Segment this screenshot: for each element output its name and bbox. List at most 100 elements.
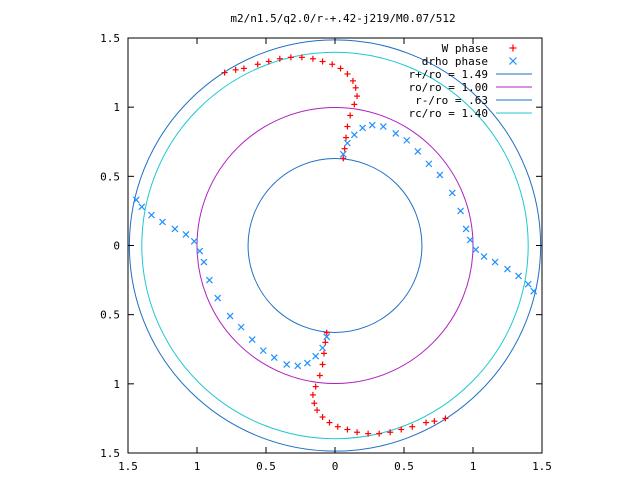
series-1-point-30	[248, 336, 256, 343]
series-1-point-24	[312, 352, 320, 360]
y-tick-label-0: 1.5	[100, 32, 120, 45]
series-0-point-39	[398, 426, 405, 433]
series-1-point-25	[303, 359, 311, 367]
series-0-point-7	[352, 84, 359, 91]
series-0-point-4	[347, 112, 354, 119]
series-0-point-42	[431, 418, 438, 425]
series-1-point-6	[392, 130, 400, 137]
x-tick-label-4: 0.5	[394, 460, 414, 473]
series-0-point-27	[312, 383, 319, 390]
series-1-point-2	[350, 131, 358, 139]
series-0-point-16	[276, 55, 283, 62]
legend-label-1: drho phase	[422, 55, 488, 68]
axes: 1.5 1 0.5 0 0.5 1 1.51.510.500.511.5	[100, 32, 552, 473]
legend-label-2: r+/ro = 1.49	[409, 68, 488, 81]
series-0-point-23	[322, 339, 329, 346]
series-0-point-26	[316, 372, 323, 379]
series-1-point-8	[414, 148, 422, 155]
chart-title: m2/n1.5/q2.0/r-+.42-j219/M0.07/512	[230, 12, 455, 25]
series-0-point-19	[240, 65, 247, 72]
series-1-point-35	[200, 258, 208, 266]
series-1-point-0	[339, 150, 347, 158]
series-1-point-4	[368, 121, 376, 129]
legend-label-5: rc/ro = 1.40	[409, 107, 488, 120]
legend-swatch-0	[509, 44, 517, 52]
series-1-point-43	[132, 196, 140, 204]
x-tick-label-1: 1	[194, 460, 201, 473]
series-1-point-34	[205, 276, 213, 284]
circle-1	[196, 107, 474, 384]
series-0-point-6	[354, 93, 361, 100]
series-1-point-14	[466, 236, 474, 244]
y-tick-label-6: 1.5	[100, 447, 120, 460]
series-1-point-1	[343, 139, 351, 147]
phase-points	[132, 54, 538, 437]
series-0-point-1	[341, 145, 348, 152]
series-1-point-29	[259, 347, 267, 355]
series-1-point-10	[436, 171, 444, 179]
series-0-point-20	[232, 66, 239, 73]
circle-2	[247, 158, 423, 333]
series-1-point-18	[504, 265, 511, 273]
series-0-point-11	[329, 61, 336, 68]
series-0-point-10	[337, 65, 344, 72]
series-0-point-33	[334, 423, 341, 430]
series-1-point-17	[491, 258, 499, 266]
series-1-point-36	[196, 247, 204, 255]
x-tick-label-6: 1.5	[532, 460, 552, 473]
series-0-point-37	[376, 430, 383, 437]
series-1-point-13	[462, 225, 470, 233]
series-0-point-34	[344, 426, 351, 433]
series-1-point-26	[294, 362, 302, 370]
series-1-point-41	[148, 211, 155, 219]
series-1-point-22	[323, 333, 331, 341]
series-0-point-15	[287, 54, 294, 61]
series-1-point-31	[237, 323, 245, 331]
series-1-point-19	[515, 272, 522, 280]
legend-label-4: r-/ro = .63	[415, 94, 488, 107]
series-0-point-25	[319, 361, 326, 368]
series-1-point-23	[319, 344, 327, 352]
series-0-point-40	[409, 423, 416, 430]
series-0-point-30	[314, 407, 321, 414]
series-0-point-14	[298, 54, 305, 61]
y-tick-label-4: 0.5	[100, 309, 120, 322]
series-0-point-32	[326, 419, 333, 426]
circle-3	[141, 51, 529, 440]
series-0-point-36	[365, 430, 372, 437]
series-0-point-41	[423, 419, 430, 426]
series-0-point-8	[349, 77, 356, 84]
series-0-point-5	[351, 101, 358, 108]
series-1-point-27	[283, 361, 291, 368]
series-0-point-12	[319, 58, 326, 65]
series-1-point-37	[190, 237, 198, 245]
series-1-point-16	[480, 253, 488, 260]
series-0-point-24	[320, 350, 327, 357]
series-1-point-3	[359, 124, 367, 132]
series-1-point-40	[159, 218, 166, 226]
legend-label-3: ro/ro = 1.00	[409, 81, 488, 94]
y-tick-label-1: 1	[113, 101, 120, 114]
series-0-point-9	[344, 70, 351, 77]
series-0-point-31	[319, 414, 326, 421]
series-0-point-29	[311, 400, 318, 407]
series-0-point-13	[309, 55, 316, 62]
series-1-point-7	[403, 136, 411, 144]
series-0-point-2	[343, 134, 350, 141]
legend-label-0: W phase	[442, 42, 488, 55]
y-tick-label-3: 0	[113, 240, 120, 253]
series-1-point-28	[270, 354, 278, 361]
series-0-point-28	[309, 391, 316, 398]
series-1-point-32	[226, 312, 234, 320]
series-1-point-42	[138, 203, 146, 211]
x-tick-label-2: 0.5	[256, 460, 276, 473]
series-1-point-20	[524, 280, 532, 288]
series-1-point-11	[448, 189, 456, 197]
series-1-point-39	[171, 225, 179, 233]
y-tick-label-2: 0.5	[100, 170, 120, 183]
series-1-point-15	[472, 246, 480, 254]
legend-swatch-1	[509, 57, 517, 65]
series-0-point-35	[354, 429, 361, 436]
x-tick-label-0: 1.5	[118, 460, 138, 473]
